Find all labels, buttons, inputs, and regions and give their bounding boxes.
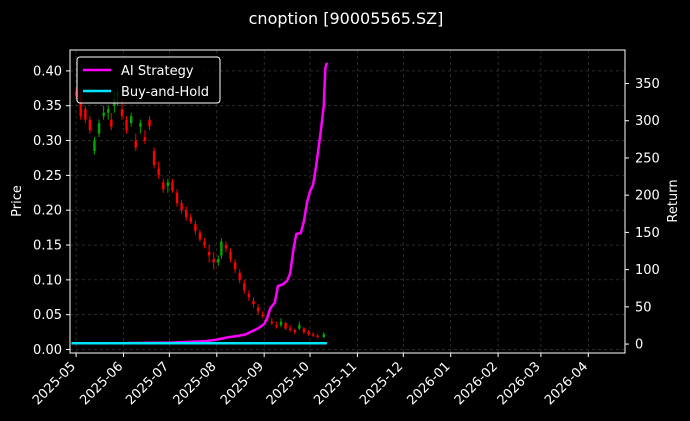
y-left-tick-label: 0.35 — [33, 99, 62, 114]
y-right-tick-label: 250 — [635, 151, 660, 166]
candle-body — [166, 182, 170, 186]
left-axis-title: Price — [10, 185, 25, 217]
y-right-tick-label: 300 — [635, 114, 660, 129]
chart-title: cnoption [90005565.SZ] — [249, 9, 444, 28]
candle-body — [110, 119, 113, 127]
candle-body — [84, 109, 87, 120]
candle-body — [224, 245, 228, 249]
legend-label-buy-and-hold: Buy-and-Hold — [121, 85, 209, 100]
y-left-tick-label: 0.25 — [33, 169, 62, 184]
y-left-tick-label: 0.05 — [33, 308, 62, 323]
candle-body — [129, 116, 133, 124]
y-left-tick-label: 0.00 — [33, 343, 62, 358]
candle-body — [307, 332, 310, 335]
candle-body — [74, 91, 78, 96]
candle-body — [120, 109, 124, 117]
candle-body — [194, 224, 197, 232]
candle-body — [189, 217, 192, 223]
y-right-tick-label: 350 — [635, 77, 660, 92]
candle-body — [220, 241, 223, 256]
candle-body — [162, 182, 165, 190]
y-right-tick-label: 150 — [635, 226, 660, 241]
candle-body — [252, 300, 255, 305]
candle-body — [184, 210, 188, 218]
strategy-lines — [71, 62, 329, 345]
candle-body — [302, 328, 306, 333]
y-right-tick-label: 200 — [635, 189, 660, 204]
y-right-tick-label: 50 — [635, 300, 652, 315]
candle-body — [279, 321, 283, 326]
candle-body — [212, 258, 215, 263]
candle-body — [298, 325, 301, 329]
plot-frame — [69, 49, 626, 354]
y-left-tick-label: 0.15 — [33, 239, 62, 254]
candle-body — [243, 283, 246, 291]
candle-body — [134, 140, 137, 148]
candle-body — [125, 119, 128, 131]
candle-body — [180, 203, 183, 211]
candle-body — [198, 232, 202, 240]
right-axis: 0 50 100 150 200 250 300 350 — [625, 77, 660, 353]
right-axis-title: Return — [666, 179, 681, 222]
legend: AI Strategy Buy-and-Hold — [76, 56, 221, 104]
candle-body — [97, 123, 101, 134]
candle-body — [288, 328, 292, 331]
candle-body — [217, 258, 220, 263]
candle-body — [139, 123, 142, 127]
candle-body — [284, 323, 287, 329]
candle-body — [316, 335, 319, 337]
candle-body — [79, 95, 82, 117]
candle-body — [102, 112, 105, 117]
candle-body — [175, 192, 179, 204]
candle-body — [88, 119, 92, 131]
candle-body — [93, 140, 96, 151]
candle-body — [270, 321, 274, 324]
candle-body — [143, 137, 147, 141]
legend-box — [76, 56, 221, 104]
y-left-tick-label: 0.30 — [33, 134, 62, 149]
y-left-tick-label: 0.40 — [33, 64, 62, 79]
legend-label-ai-strategy: AI Strategy — [121, 64, 194, 79]
candle-body — [275, 325, 278, 327]
candle-body — [152, 151, 156, 165]
candle-body — [238, 272, 241, 280]
y-left-tick-label: 0.10 — [33, 273, 62, 288]
candle-body — [261, 314, 264, 317]
candle-body — [229, 252, 232, 259]
candle-body — [148, 119, 151, 127]
y-right-tick-label: 0 — [635, 338, 643, 353]
candle-body — [203, 241, 206, 246]
candle-body — [233, 262, 237, 270]
y-right-tick-label: 100 — [635, 263, 660, 278]
candle-body — [293, 330, 296, 333]
candle-body — [171, 182, 174, 191]
candle-body — [207, 252, 211, 256]
candle-body — [107, 109, 110, 113]
candle-body — [157, 168, 160, 176]
candle-body — [311, 334, 315, 336]
candle-body — [247, 293, 251, 298]
candle-body — [256, 307, 260, 312]
candle-body — [322, 334, 326, 337]
series-line-ai-strategy — [71, 62, 329, 345]
left-axis: 0.00 0.05 0.10 0.15 0.20 0.25 0.30 0.35 0.40 — [33, 64, 70, 358]
y-left-tick-label: 0.20 — [33, 204, 62, 219]
